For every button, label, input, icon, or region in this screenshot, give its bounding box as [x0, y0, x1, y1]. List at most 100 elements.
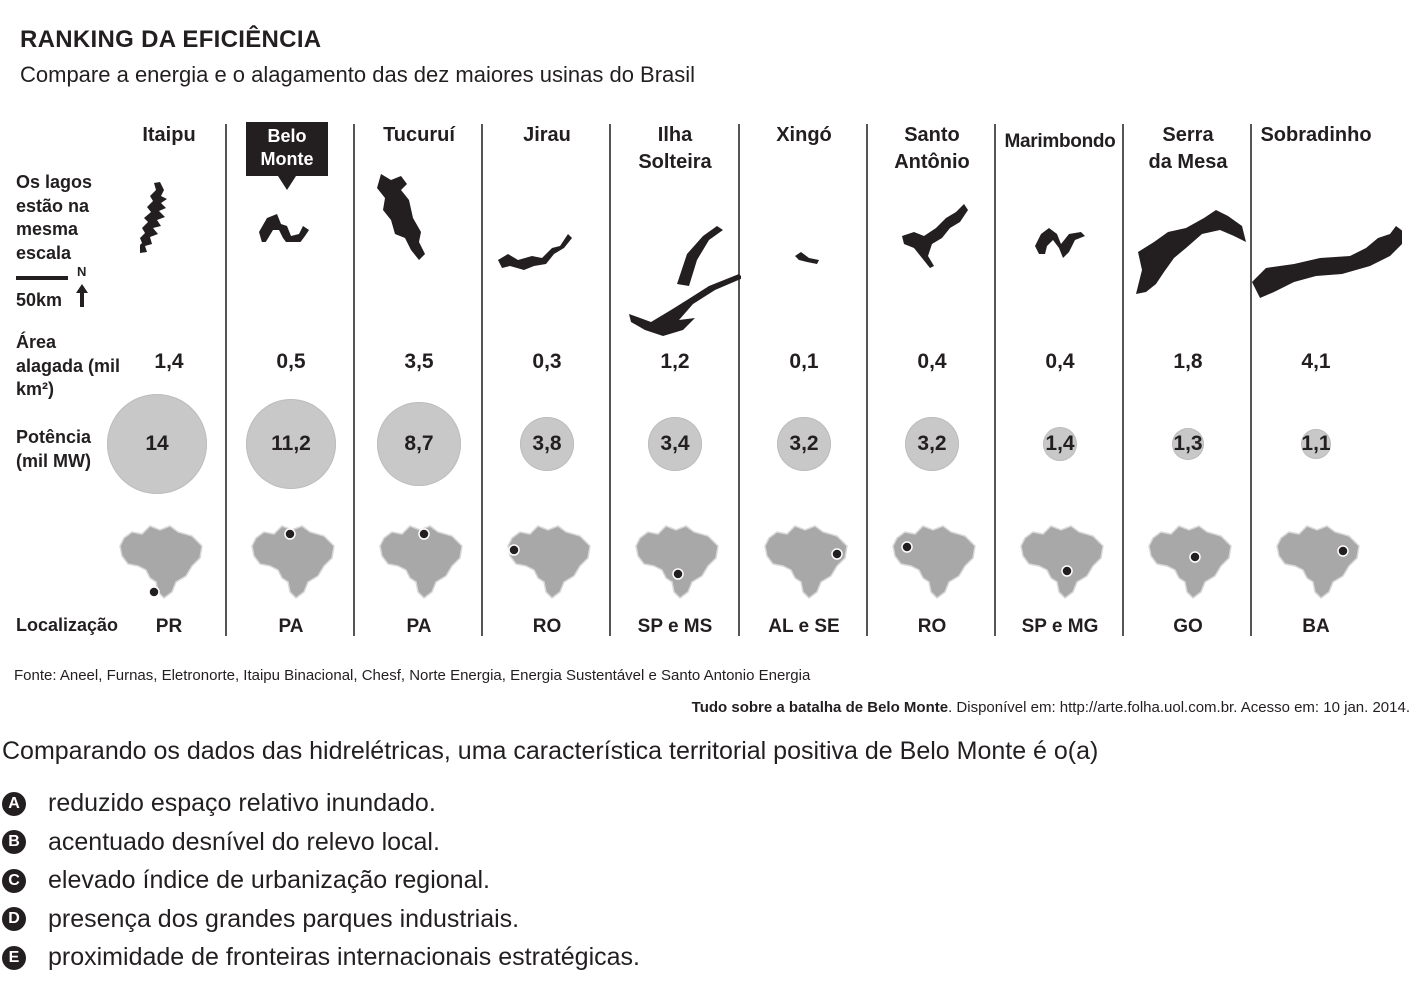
- lake-shape: [259, 214, 309, 242]
- location-pin-icon: [508, 544, 520, 556]
- scale-label: 50km: [16, 290, 63, 310]
- north-arrow-icon: [76, 284, 88, 307]
- column-divider: [866, 124, 868, 636]
- location-pin-icon: [1189, 551, 1201, 563]
- lake-shape: [1252, 226, 1402, 298]
- plant-column: Xingó 0,1 3,2 AL e SE: [740, 122, 868, 637]
- option-letter-icon: A: [2, 791, 26, 816]
- lake-shape: [1035, 228, 1085, 258]
- location-value: SP e MS: [637, 616, 713, 637]
- infographic-subtitle: Compare a energia e o alagamento das dez…: [20, 62, 696, 87]
- power-bubble: 3,2: [905, 417, 959, 471]
- scale-bar: [16, 276, 68, 280]
- power-bubble: 3,2: [777, 417, 831, 471]
- power-bubble: 11,2: [246, 399, 336, 489]
- column-divider: [1122, 124, 1124, 636]
- plant-column: Belo Monte 0,5 11,2 PA: [227, 122, 355, 637]
- plant-column: Jirau 0,3 3,8 RO: [483, 122, 611, 637]
- brazil-map-icon: [1276, 525, 1360, 599]
- flooded-area-value: 3,5: [404, 350, 434, 373]
- option-letter-icon: E: [2, 945, 26, 970]
- brazil-map-icon: [251, 525, 335, 599]
- source-note: Fonte: Aneel, Furnas, Eletronorte, Itaip…: [14, 667, 811, 684]
- flooded-area-value: 0,1: [789, 350, 819, 373]
- location-value: BA: [1302, 616, 1330, 637]
- flooded-area-value: 0,4: [1045, 350, 1075, 373]
- column-divider: [353, 124, 355, 636]
- flooded-area-value: 1,4: [154, 350, 184, 373]
- location-pin-icon: [901, 541, 913, 553]
- location-pin-icon: [148, 586, 160, 598]
- plant-name: Santo Antônio: [894, 124, 970, 173]
- flooded-area-value: 4,1: [1301, 350, 1331, 373]
- option-text: acentuado desnível do relevo local.: [48, 827, 440, 856]
- plant-column: Marimbondo 0,4 1,4 SP e MG: [996, 122, 1124, 637]
- plant-column: Serra da Mesa 1,8 1,3 GO: [1124, 122, 1252, 637]
- location-pin-icon: [284, 528, 296, 540]
- power-bubble: 1,4: [1043, 427, 1077, 461]
- location-pin-icon: [418, 528, 430, 540]
- lake-shape: [629, 226, 741, 336]
- flooded-area-value: 0,5: [276, 350, 306, 373]
- plant-name: Itaipu: [142, 124, 196, 146]
- lake-shape: [498, 234, 572, 270]
- location-pin-icon: [1337, 545, 1349, 557]
- area-label: Área alagada (mil km²): [16, 332, 121, 399]
- power-value: 1,3: [1173, 432, 1203, 455]
- column-divider: [481, 124, 483, 636]
- power-bubble: 8,7: [377, 402, 461, 486]
- lake-shape: [377, 174, 425, 260]
- plant-column: Ilha Solteira 1,2 3,4 SP e MS: [611, 122, 741, 637]
- plant-name: Jirau: [523, 124, 571, 146]
- infographic-title: RANKING DA EFICIÊNCIA: [20, 26, 322, 53]
- column-divider: [738, 124, 740, 636]
- option-text: proximidade de fronteiras internacionais…: [48, 943, 640, 971]
- power-bubble: 1,1: [1301, 429, 1331, 459]
- citation-rest: . Disponível em: http://arte.folha.uol.c…: [948, 699, 1410, 716]
- lake-shape: [1136, 210, 1246, 294]
- plant-name: Tucuruí: [383, 124, 455, 146]
- column-divider: [225, 124, 227, 636]
- power-bubble: 3,4: [648, 417, 702, 471]
- power-value: 11,2: [271, 432, 311, 455]
- lake-shape: [140, 182, 167, 253]
- power-value: 3,8: [532, 432, 562, 455]
- power-value: 3,2: [917, 432, 947, 455]
- power-value: 1,1: [1301, 432, 1331, 455]
- brazil-map-icon: [1148, 525, 1232, 599]
- lakes-label: Os lagos estão na mesma escala: [16, 172, 93, 263]
- question-text: Comparando os dados das hidrelétricas, u…: [2, 737, 1099, 765]
- option-text: reduzido espaço relativo inundado.: [48, 789, 436, 817]
- power-bubble: 1,3: [1172, 428, 1204, 460]
- location-value: PA: [406, 616, 432, 637]
- plant-column: Itaipu 1,4 14 PR: [105, 122, 233, 637]
- power-value: 3,2: [789, 432, 819, 455]
- option-letter-icon: C: [2, 868, 26, 893]
- plant-name: Sobradinho: [1260, 124, 1372, 146]
- power-value: 8,7: [404, 432, 434, 455]
- power-bubble: 3,8: [520, 417, 574, 471]
- north-label: N: [77, 264, 87, 279]
- location-value: PA: [278, 616, 304, 637]
- plant-name: Serra da Mesa: [1148, 124, 1228, 173]
- column-divider: [994, 124, 996, 636]
- option-letter-icon: D: [2, 907, 26, 931]
- location-value: AL e SE: [768, 616, 840, 637]
- column-divider: [609, 124, 611, 636]
- location-value: GO: [1173, 616, 1203, 637]
- power-value: 3,4: [660, 432, 690, 455]
- location-value: RO: [917, 616, 947, 637]
- flooded-area-value: 1,8: [1173, 350, 1203, 373]
- location-value: SP e MG: [1021, 616, 1099, 637]
- power-value: 1,4: [1045, 432, 1075, 455]
- option-letter-icon: B: [2, 830, 26, 854]
- brazil-map-icon: [119, 525, 203, 599]
- flooded-area-value: 0,3: [532, 350, 562, 373]
- brazil-map-icon: [635, 525, 719, 599]
- lake-shape: [902, 204, 968, 268]
